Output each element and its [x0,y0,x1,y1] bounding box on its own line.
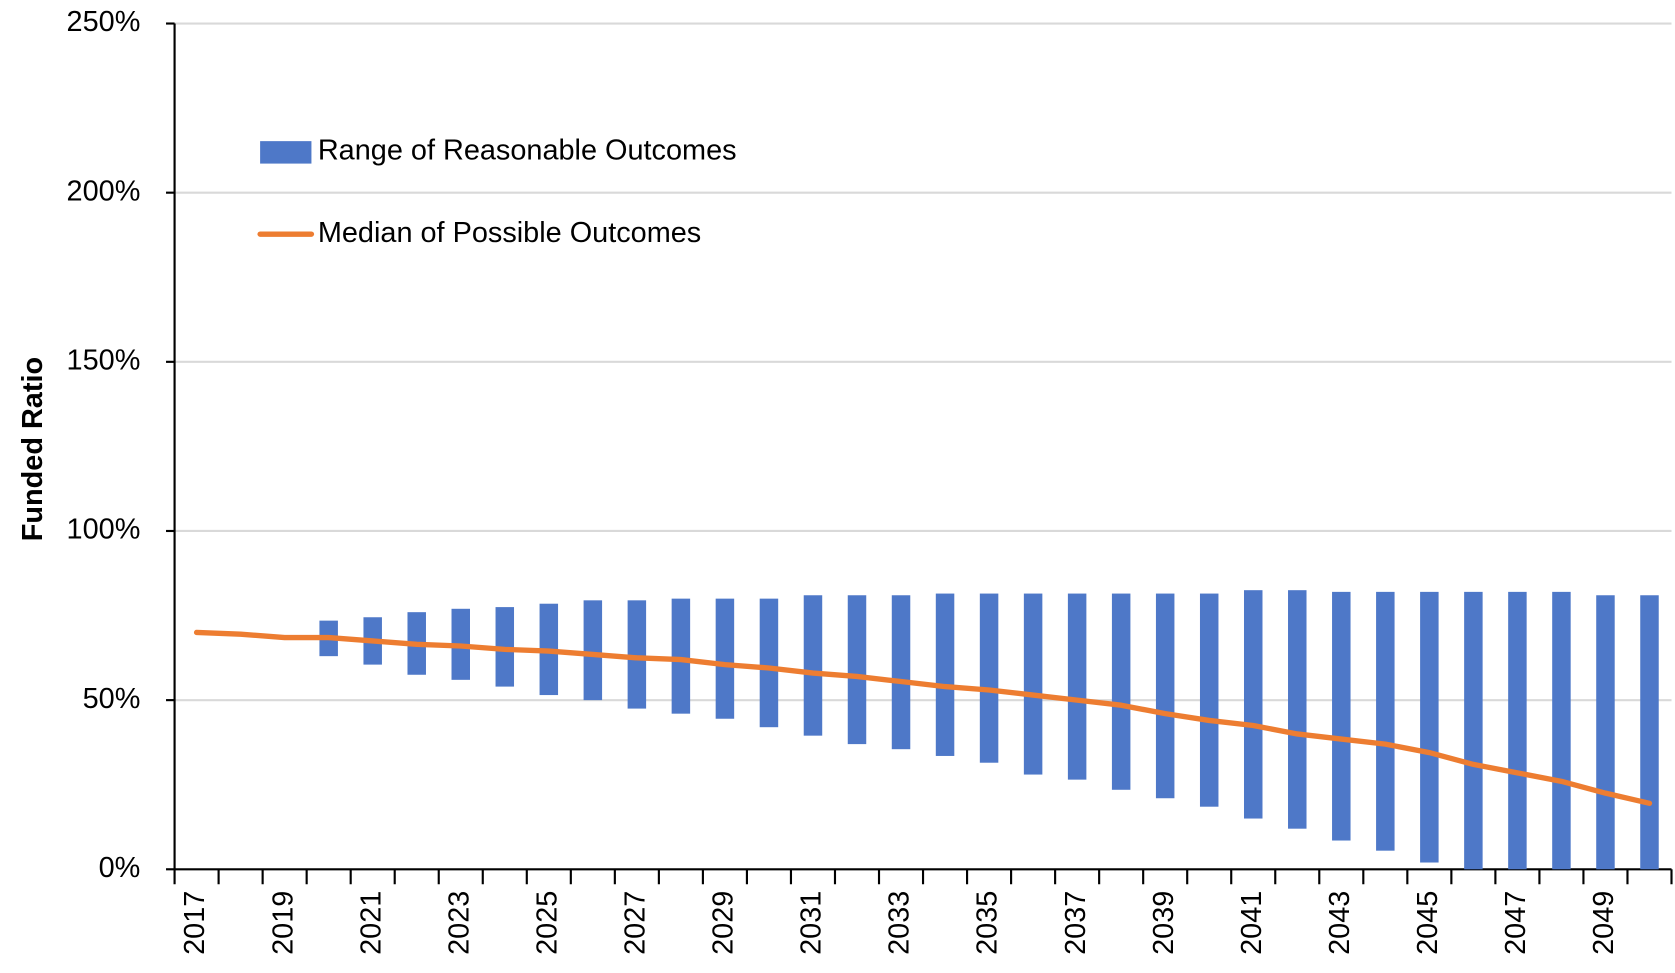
legend-swatch [260,141,312,164]
x-tick-label: 2017 [179,891,211,955]
x-tick-label: 2025 [531,891,563,955]
range-bar [1508,591,1527,870]
y-axis-title: Funded Ratio [17,357,49,541]
range-bar [1155,593,1175,799]
x-tick-label: 2031 [796,891,828,955]
y-tick-label: 50% [83,683,141,715]
range-bar [803,595,823,736]
x-tick-label: 2019 [267,891,299,955]
x-tick-label: 2045 [1412,891,1444,955]
range-bar [1288,590,1307,829]
x-tick-label: 2047 [1500,891,1532,955]
y-tick-label: 250% [67,6,141,38]
range-bar [935,593,955,756]
range-bar [1023,593,1043,775]
y-tick-label: 0% [99,852,141,884]
legend-label: Median of Possible Outcomes [318,217,701,249]
x-tick-label: 2023 [443,891,475,955]
range-bar [715,598,735,719]
x-tick-label: 2035 [972,891,1004,955]
x-tick-label: 2021 [355,891,387,955]
y-tick-label: 150% [67,344,141,376]
x-tick-label: 2043 [1324,891,1356,955]
x-tick-label: 2037 [1060,891,1092,955]
range-bar [1552,591,1571,870]
x-tick-label: 2027 [619,891,651,955]
range-bar [1332,591,1351,841]
range-bar [627,600,647,709]
range-bar [891,595,911,750]
range-bar [1420,591,1439,863]
median-line [193,629,1653,806]
y-tick-label: 200% [67,175,141,207]
range-bar [583,600,603,701]
y-tick-label: 100% [67,514,141,546]
legend-label: Range of Reasonable Outcomes [318,134,737,166]
range-bar [1376,591,1395,851]
x-tick-label: 2041 [1236,891,1268,955]
range-bar [1111,593,1131,790]
x-tick-label: 2049 [1588,891,1620,955]
range-bar [1199,593,1219,807]
range-bar [847,595,867,745]
range-bar [759,598,779,728]
range-bar [1243,590,1263,819]
range-bar [671,598,691,714]
x-tick-label: 2039 [1148,891,1180,955]
x-tick-label: 2033 [884,891,916,955]
x-tick-label: 2029 [708,891,740,955]
range-bar [1640,595,1659,870]
range-bar [1596,595,1615,870]
range-bar [1464,591,1483,870]
range-bar [1067,593,1087,780]
range-bar [979,593,999,763]
